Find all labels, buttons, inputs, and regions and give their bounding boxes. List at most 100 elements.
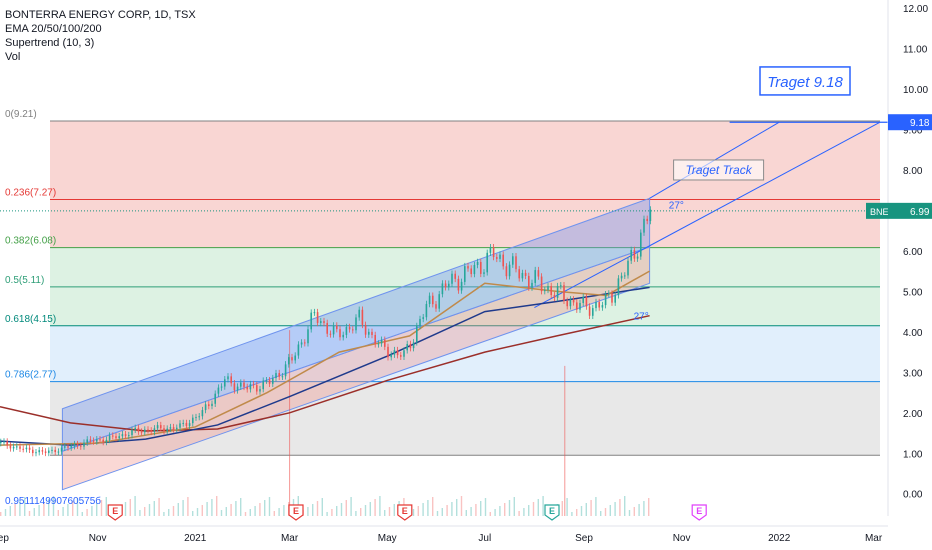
candle-body bbox=[444, 283, 447, 288]
y-axis-tick-label: 9.00 bbox=[903, 126, 923, 137]
candle-body bbox=[486, 252, 488, 273]
candle-body bbox=[352, 329, 354, 331]
candle-body bbox=[185, 422, 188, 426]
candle-body bbox=[547, 286, 549, 290]
y-axis-tick-label: 12.00 bbox=[903, 4, 928, 15]
candle-body bbox=[51, 449, 53, 451]
volume-bar bbox=[393, 504, 395, 516]
candle-body bbox=[406, 343, 408, 351]
volume-bar bbox=[614, 502, 616, 516]
candle-body bbox=[54, 449, 56, 453]
candle-body bbox=[396, 350, 399, 356]
candle-body bbox=[131, 429, 133, 436]
candle-body bbox=[70, 446, 72, 448]
volume-indicator-label[interactable]: Vol bbox=[5, 51, 21, 63]
candle-body bbox=[227, 376, 229, 380]
candle-body bbox=[28, 447, 31, 450]
earnings-marker-4: E bbox=[691, 504, 707, 521]
x-axis-tick-label: 2022 bbox=[768, 533, 791, 544]
volume-bar bbox=[432, 497, 434, 516]
candle-body bbox=[403, 350, 405, 357]
volume-bar bbox=[456, 499, 458, 516]
supertrend-indicator-label[interactable]: Supertrend (10, 3) bbox=[5, 37, 95, 49]
candle-body bbox=[6, 441, 8, 446]
candle-body bbox=[230, 376, 232, 384]
candle-body bbox=[153, 428, 156, 432]
candle-body bbox=[518, 269, 520, 279]
candle-body bbox=[483, 272, 485, 274]
candle-body bbox=[608, 293, 610, 295]
fib-zone-0.786 bbox=[50, 381, 880, 456]
volume-bar bbox=[172, 506, 175, 516]
volume-bar bbox=[148, 504, 151, 516]
volume-bar bbox=[211, 499, 213, 516]
volume-bar bbox=[9, 506, 11, 516]
candle-body bbox=[435, 304, 437, 309]
candle-body bbox=[12, 446, 15, 449]
angle-lower-label: 27° bbox=[634, 312, 649, 323]
volume-bar bbox=[504, 503, 506, 516]
ema-indicator-label[interactable]: EMA 20/50/100/200 bbox=[5, 23, 102, 35]
volume-bar bbox=[134, 496, 136, 516]
candle-body bbox=[310, 312, 312, 330]
candle-body bbox=[569, 299, 572, 307]
candle-body bbox=[374, 334, 376, 345]
candle-body bbox=[492, 247, 495, 258]
volume-bar bbox=[355, 511, 357, 516]
volume-bar bbox=[369, 502, 371, 516]
volume-bar bbox=[177, 503, 179, 516]
earnings-marker-0: E bbox=[107, 504, 123, 521]
candle-body bbox=[537, 270, 540, 277]
candle-body bbox=[592, 308, 594, 316]
volume-bar bbox=[139, 510, 141, 516]
candle-body bbox=[588, 306, 591, 316]
volume-bar bbox=[0, 512, 2, 516]
volume-bar bbox=[576, 509, 578, 516]
volume-bar bbox=[489, 512, 491, 516]
candle-body bbox=[595, 302, 597, 309]
candle-body bbox=[371, 331, 373, 335]
candle-body bbox=[550, 286, 552, 296]
candle-body bbox=[297, 344, 300, 356]
y-axis-tick-label: 5.00 bbox=[903, 287, 923, 298]
fib-level-label-0.382: 0.382(6.08) bbox=[5, 236, 56, 247]
candle-body bbox=[524, 272, 527, 276]
volume-bar bbox=[417, 506, 419, 516]
fib-level-label-0.5: 0.5(5.11) bbox=[5, 275, 44, 286]
volume-bar bbox=[633, 507, 635, 516]
candle-body bbox=[220, 386, 223, 388]
candle-body bbox=[38, 450, 40, 453]
earnings-marker-label: E bbox=[112, 506, 118, 516]
y-axis-tick-label: 11.00 bbox=[903, 45, 928, 56]
candle-body bbox=[291, 357, 293, 361]
candle-body bbox=[585, 296, 588, 307]
candle-body bbox=[380, 339, 383, 344]
candle-body bbox=[313, 312, 316, 314]
target-price-tag bbox=[888, 114, 932, 131]
candle-body bbox=[368, 331, 370, 335]
candle-body bbox=[544, 289, 546, 292]
volume-bar bbox=[628, 510, 631, 516]
candle-body bbox=[400, 355, 402, 357]
candle-body bbox=[473, 264, 476, 275]
candle-body bbox=[115, 436, 117, 439]
volume-bar bbox=[57, 510, 59, 516]
symbol-title[interactable]: BONTERRA ENERGY CORP, 1D, TSX bbox=[5, 9, 196, 21]
volume-bar bbox=[609, 505, 611, 516]
candle-body bbox=[528, 275, 530, 288]
volume-bar bbox=[604, 508, 607, 516]
candle-body bbox=[80, 445, 82, 447]
volume-bar bbox=[96, 503, 98, 516]
target-price-tag-label: 9.18 bbox=[910, 118, 930, 129]
candle-body bbox=[326, 322, 328, 334]
y-axis-tick-label: 8.00 bbox=[903, 166, 923, 177]
candle-body bbox=[268, 380, 271, 384]
volume-bar bbox=[273, 511, 275, 516]
candle-body bbox=[345, 327, 348, 335]
candle-body bbox=[76, 444, 79, 446]
candle-body bbox=[124, 434, 127, 436]
volume-bar bbox=[542, 496, 544, 516]
fib-level-label-0.786: 0.786(2.77) bbox=[5, 370, 56, 381]
candle-body bbox=[409, 343, 412, 349]
